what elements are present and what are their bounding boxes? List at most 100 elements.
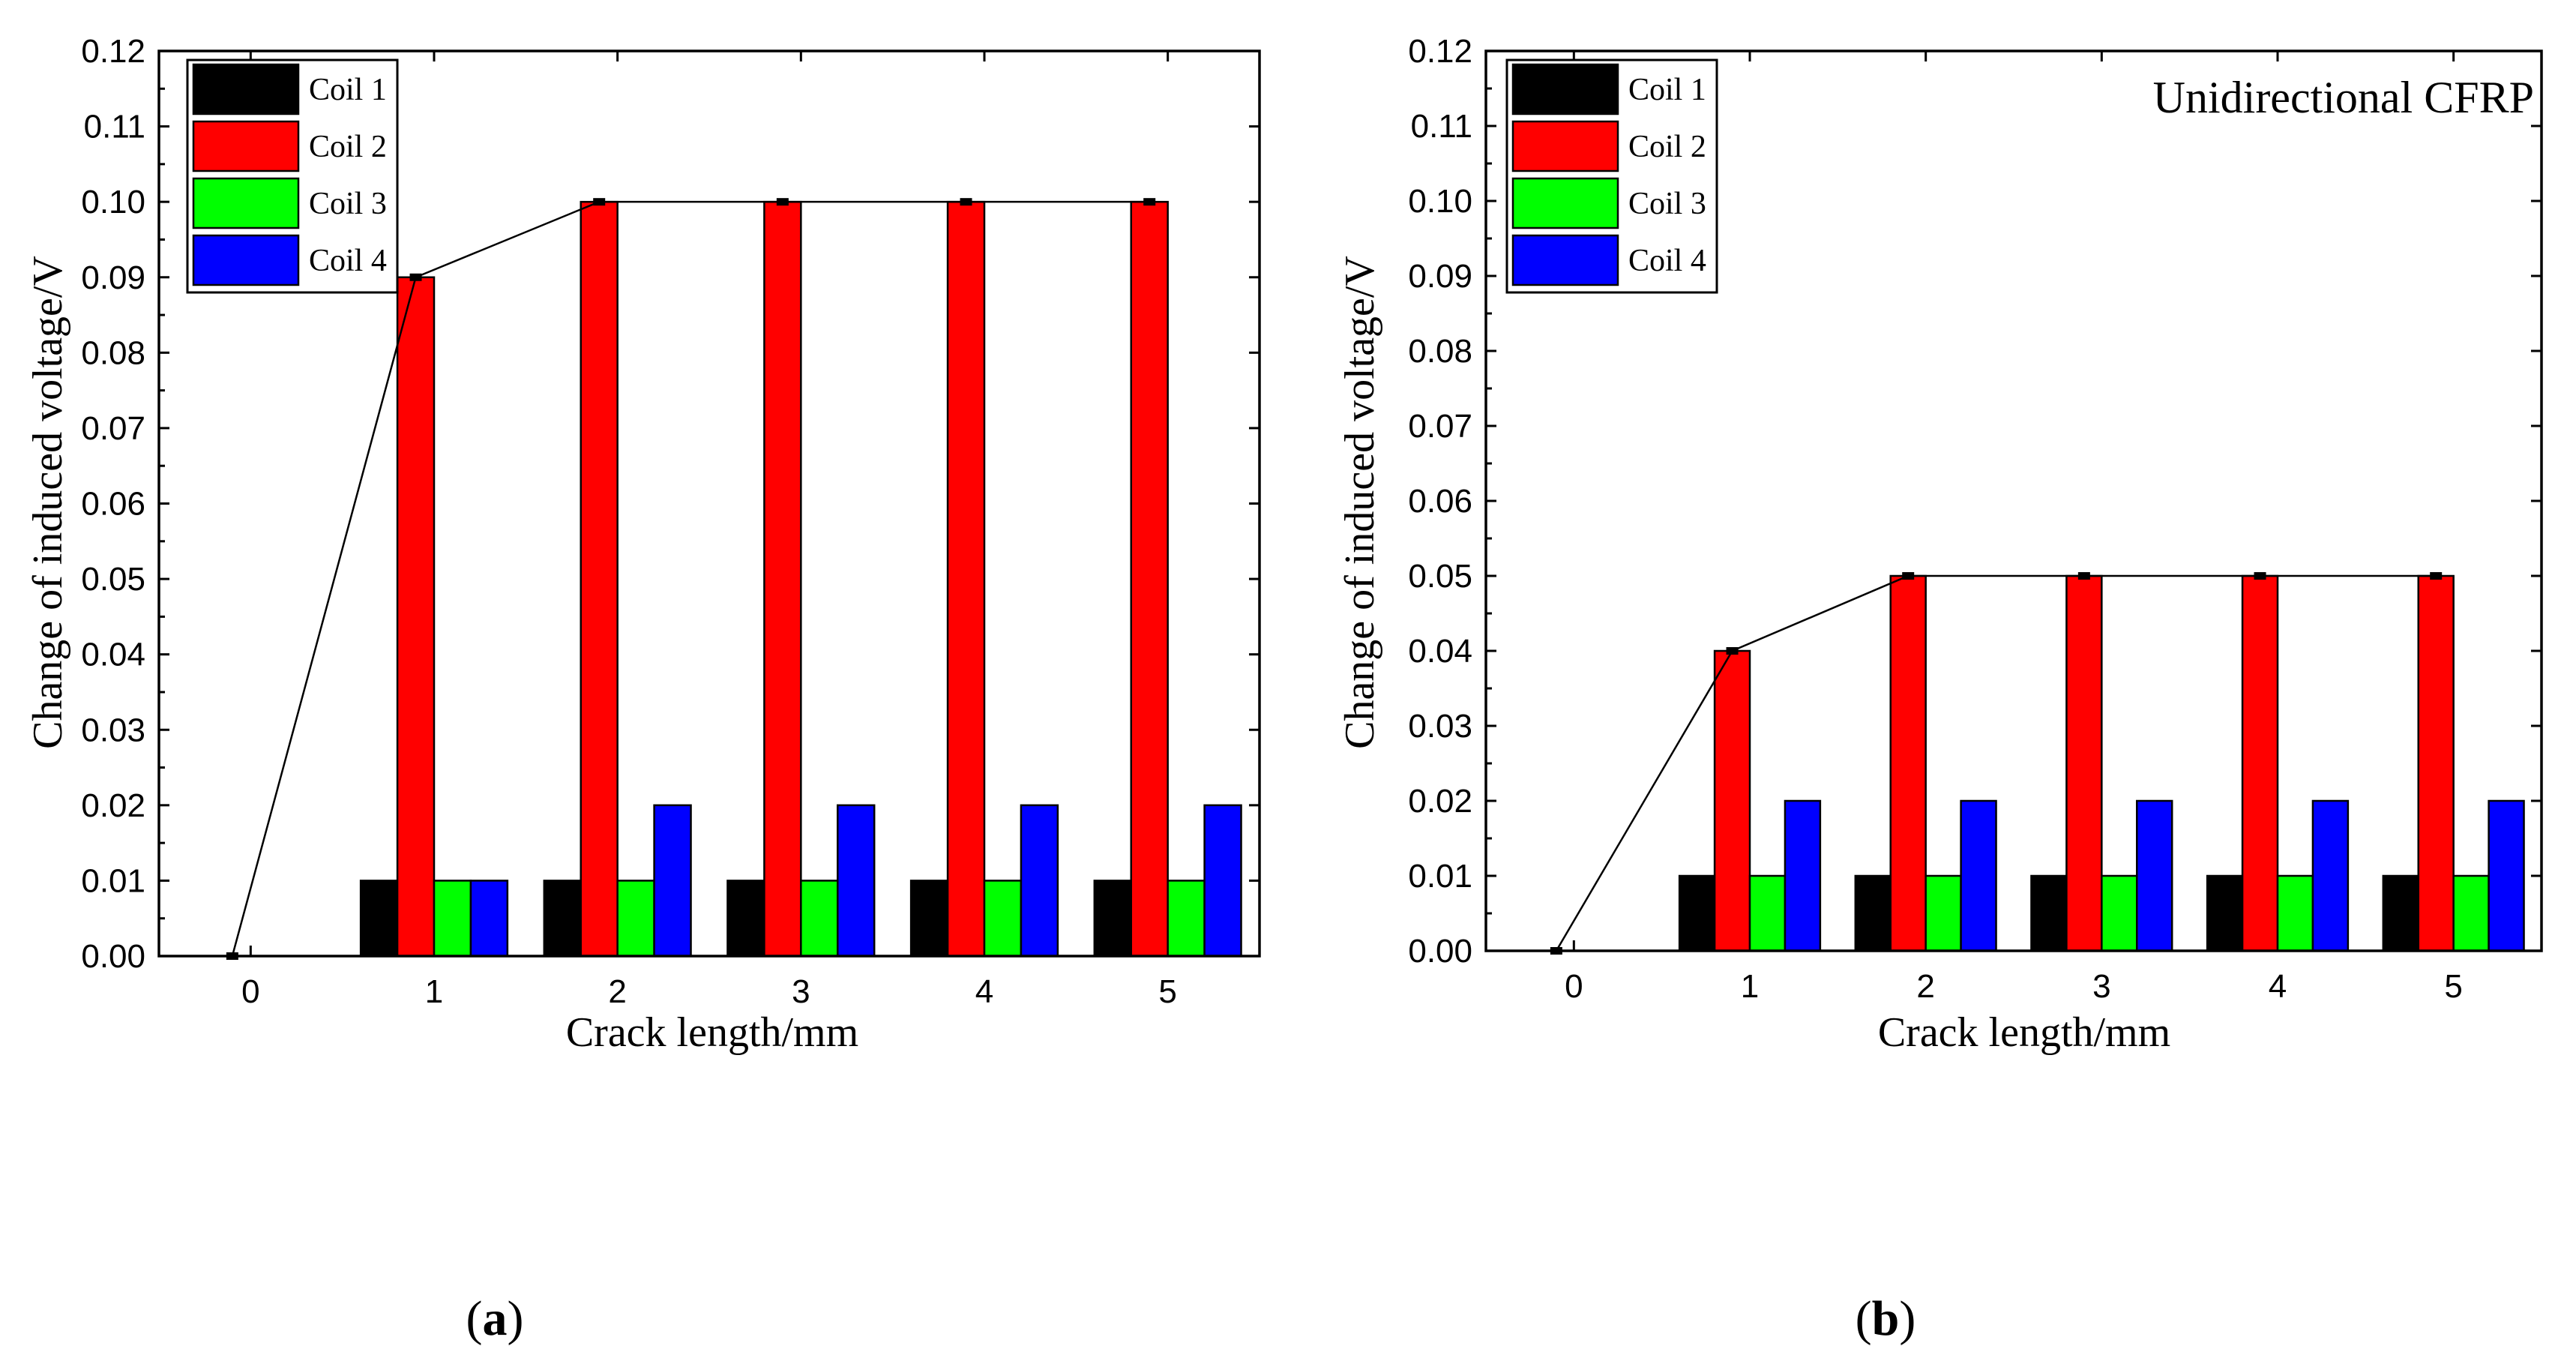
legend-swatch-coil-3 — [1511, 177, 1619, 229]
bar-coil-3-cat-3 — [2101, 874, 2138, 952]
legend-a: Coil 1 Coil 2 Coil 3 Coil 4 — [186, 58, 399, 294]
x-tick-labels-a: 0 1 2 3 4 5 — [241, 973, 1177, 1010]
caption-letter-a: a — [483, 1291, 508, 1346]
x-tick-label: 1 — [425, 973, 443, 1010]
bar-coil-4-cat-3 — [837, 804, 876, 958]
x-tick-label: 5 — [1158, 973, 1176, 1010]
annotation-b: Unidirectional CFRP — [2153, 73, 2534, 122]
legend-label-coil-1: Coil 1 — [1628, 73, 1706, 107]
x-tick-label: 1 — [1741, 968, 1759, 1005]
legend-label-coil-3: Coil 3 — [309, 187, 387, 221]
bar-coil-2-cat-2 — [580, 200, 619, 958]
y-tick-label: 0.12 — [81, 33, 145, 70]
x-axis-title-b: Crack length/mm — [1878, 1009, 2170, 1056]
y-tick-label: 0.06 — [1408, 483, 1472, 520]
y-tick-label: 0.04 — [1408, 633, 1472, 670]
y-tick-label: 0.11 — [1411, 108, 1472, 145]
x-tick-label: 2 — [1916, 968, 1934, 1005]
trend-point-5 — [1143, 198, 1156, 206]
trend-point-5 — [2430, 572, 2443, 580]
bar-coil-3-cat-2 — [1925, 874, 1962, 952]
x-axis-title-a: Crack length/mm — [566, 1009, 858, 1056]
bar-coil-4-cat-1 — [469, 880, 509, 958]
bar-coil-1-cat-3 — [2030, 874, 2068, 952]
trend-line-coil-2 — [1555, 574, 2437, 952]
bar-coil-3-cat-5 — [1167, 880, 1206, 958]
trend-point-3 — [2077, 572, 2090, 580]
trend-point-1 — [409, 273, 422, 281]
trend-point-4 — [960, 198, 972, 206]
x-tick-label: 2 — [608, 973, 626, 1010]
y-tick-label: 0.12 — [1408, 33, 1472, 70]
bar-coil-1-cat-2 — [1854, 874, 1892, 952]
bar-coil-1-cat-5 — [2382, 874, 2419, 952]
y-tick-labels-a: 0.00 0.01 0.02 0.03 0.04 0.05 0.06 0.07 0.08 0.09… — [81, 33, 145, 975]
y-axis-title-b: Change of induced voltage/V — [1337, 256, 1383, 749]
legend-label-coil-3: Coil 3 — [1628, 187, 1706, 221]
bar-coil-1-cat-5 — [1093, 880, 1132, 958]
bar-coil-1-cat-2 — [543, 880, 582, 958]
bar-coil-1-cat-4 — [2206, 874, 2244, 952]
bar-coil-4-cat-4 — [2311, 799, 2350, 952]
plot-area-border — [1484, 49, 2543, 952]
trend-point-1 — [1726, 647, 1739, 655]
trend-point-4 — [2254, 572, 2266, 580]
x-tick-label: 4 — [975, 973, 993, 1010]
y-tick-label: 0.01 — [1408, 858, 1472, 895]
y-tick-label: 0.07 — [81, 410, 145, 447]
trend-point-2 — [1902, 572, 1915, 580]
legend-swatch-coil-2 — [192, 120, 300, 172]
y-tick-label: 0.11 — [84, 109, 145, 145]
x-tick-label: 3 — [2092, 968, 2110, 1005]
y-tick-label: 0.02 — [1408, 783, 1472, 820]
bar-coil-3-cat-3 — [800, 880, 839, 958]
legend-label-coil-4: Coil 4 — [1628, 244, 1706, 278]
bar-coil-3-cat-4 — [983, 880, 1023, 958]
chart-panel-b: 0.00 0.01 0.02 0.03 0.04 0.05 0.06 0.07 0.08 0.09… — [1337, 33, 2543, 1346]
bar-coil-3-cat-5 — [2452, 874, 2490, 952]
bar-coil-2-cat-5 — [1130, 200, 1169, 958]
bar-coil-2-cat-3 — [2065, 574, 2103, 952]
y-tick-label: 0.02 — [81, 787, 145, 824]
bar-coil-1-cat-4 — [909, 880, 949, 958]
y-tick-label: 0.05 — [81, 561, 145, 598]
legend-label-coil-4: Coil 4 — [309, 244, 387, 278]
y-tick-label: 0.00 — [81, 938, 145, 975]
legend-swatch-coil-1 — [1511, 63, 1619, 115]
x-tick-label: 4 — [2269, 968, 2287, 1005]
y-tick-label: 0.03 — [81, 712, 145, 748]
x-tick-label: 3 — [792, 973, 810, 1010]
bar-coil-3-cat-4 — [2276, 874, 2314, 952]
y-tick-label: 0.01 — [81, 862, 145, 899]
plot-area-border — [157, 49, 1261, 958]
chart-panel-a: 0.00 0.01 0.02 0.03 0.04 0.05 0.06 0.07 0.08 0.09… — [25, 33, 1261, 1346]
legend-swatch-coil-1 — [192, 63, 300, 115]
bar-coil-2-cat-3 — [763, 200, 802, 958]
y-tick-label: 0.08 — [81, 334, 145, 371]
bar-coil-4-cat-3 — [2136, 799, 2173, 952]
legend-swatch-coil-3 — [192, 177, 300, 229]
trend-point-2 — [593, 198, 606, 206]
trend-line-coil-2 — [231, 200, 1150, 957]
bar-coil-2-cat-4 — [2241, 574, 2279, 952]
y-tick-label: 0.05 — [1408, 558, 1472, 595]
bar-coil-2-cat-5 — [2417, 574, 2455, 952]
trend-point-3 — [776, 198, 789, 206]
y-tick-label: 0.00 — [1408, 933, 1472, 970]
plot-frame-a — [157, 49, 1261, 958]
legend-b: Coil 1 Coil 2 Coil 3 Coil 4 — [1505, 58, 1718, 294]
bars-b — [1678, 574, 2525, 952]
bar-coil-3-cat-1 — [433, 880, 472, 958]
bar-coil-2-cat-2 — [1889, 574, 1927, 952]
y-tick-label: 0.03 — [1408, 708, 1472, 745]
bar-coil-1-cat-1 — [1678, 874, 1716, 952]
bar-coil-4-cat-2 — [1960, 799, 1997, 952]
y-tick-label: 0.09 — [1408, 258, 1472, 295]
x-tick-label: 5 — [2444, 968, 2462, 1005]
y-tick-label: 0.08 — [1408, 333, 1472, 370]
y-tick-label: 0.07 — [1408, 408, 1472, 445]
legend-swatch-coil-4 — [192, 234, 300, 286]
y-axis-title-a: Change of induced voltage/V — [25, 256, 71, 749]
bar-coil-4-cat-4 — [1020, 804, 1059, 958]
